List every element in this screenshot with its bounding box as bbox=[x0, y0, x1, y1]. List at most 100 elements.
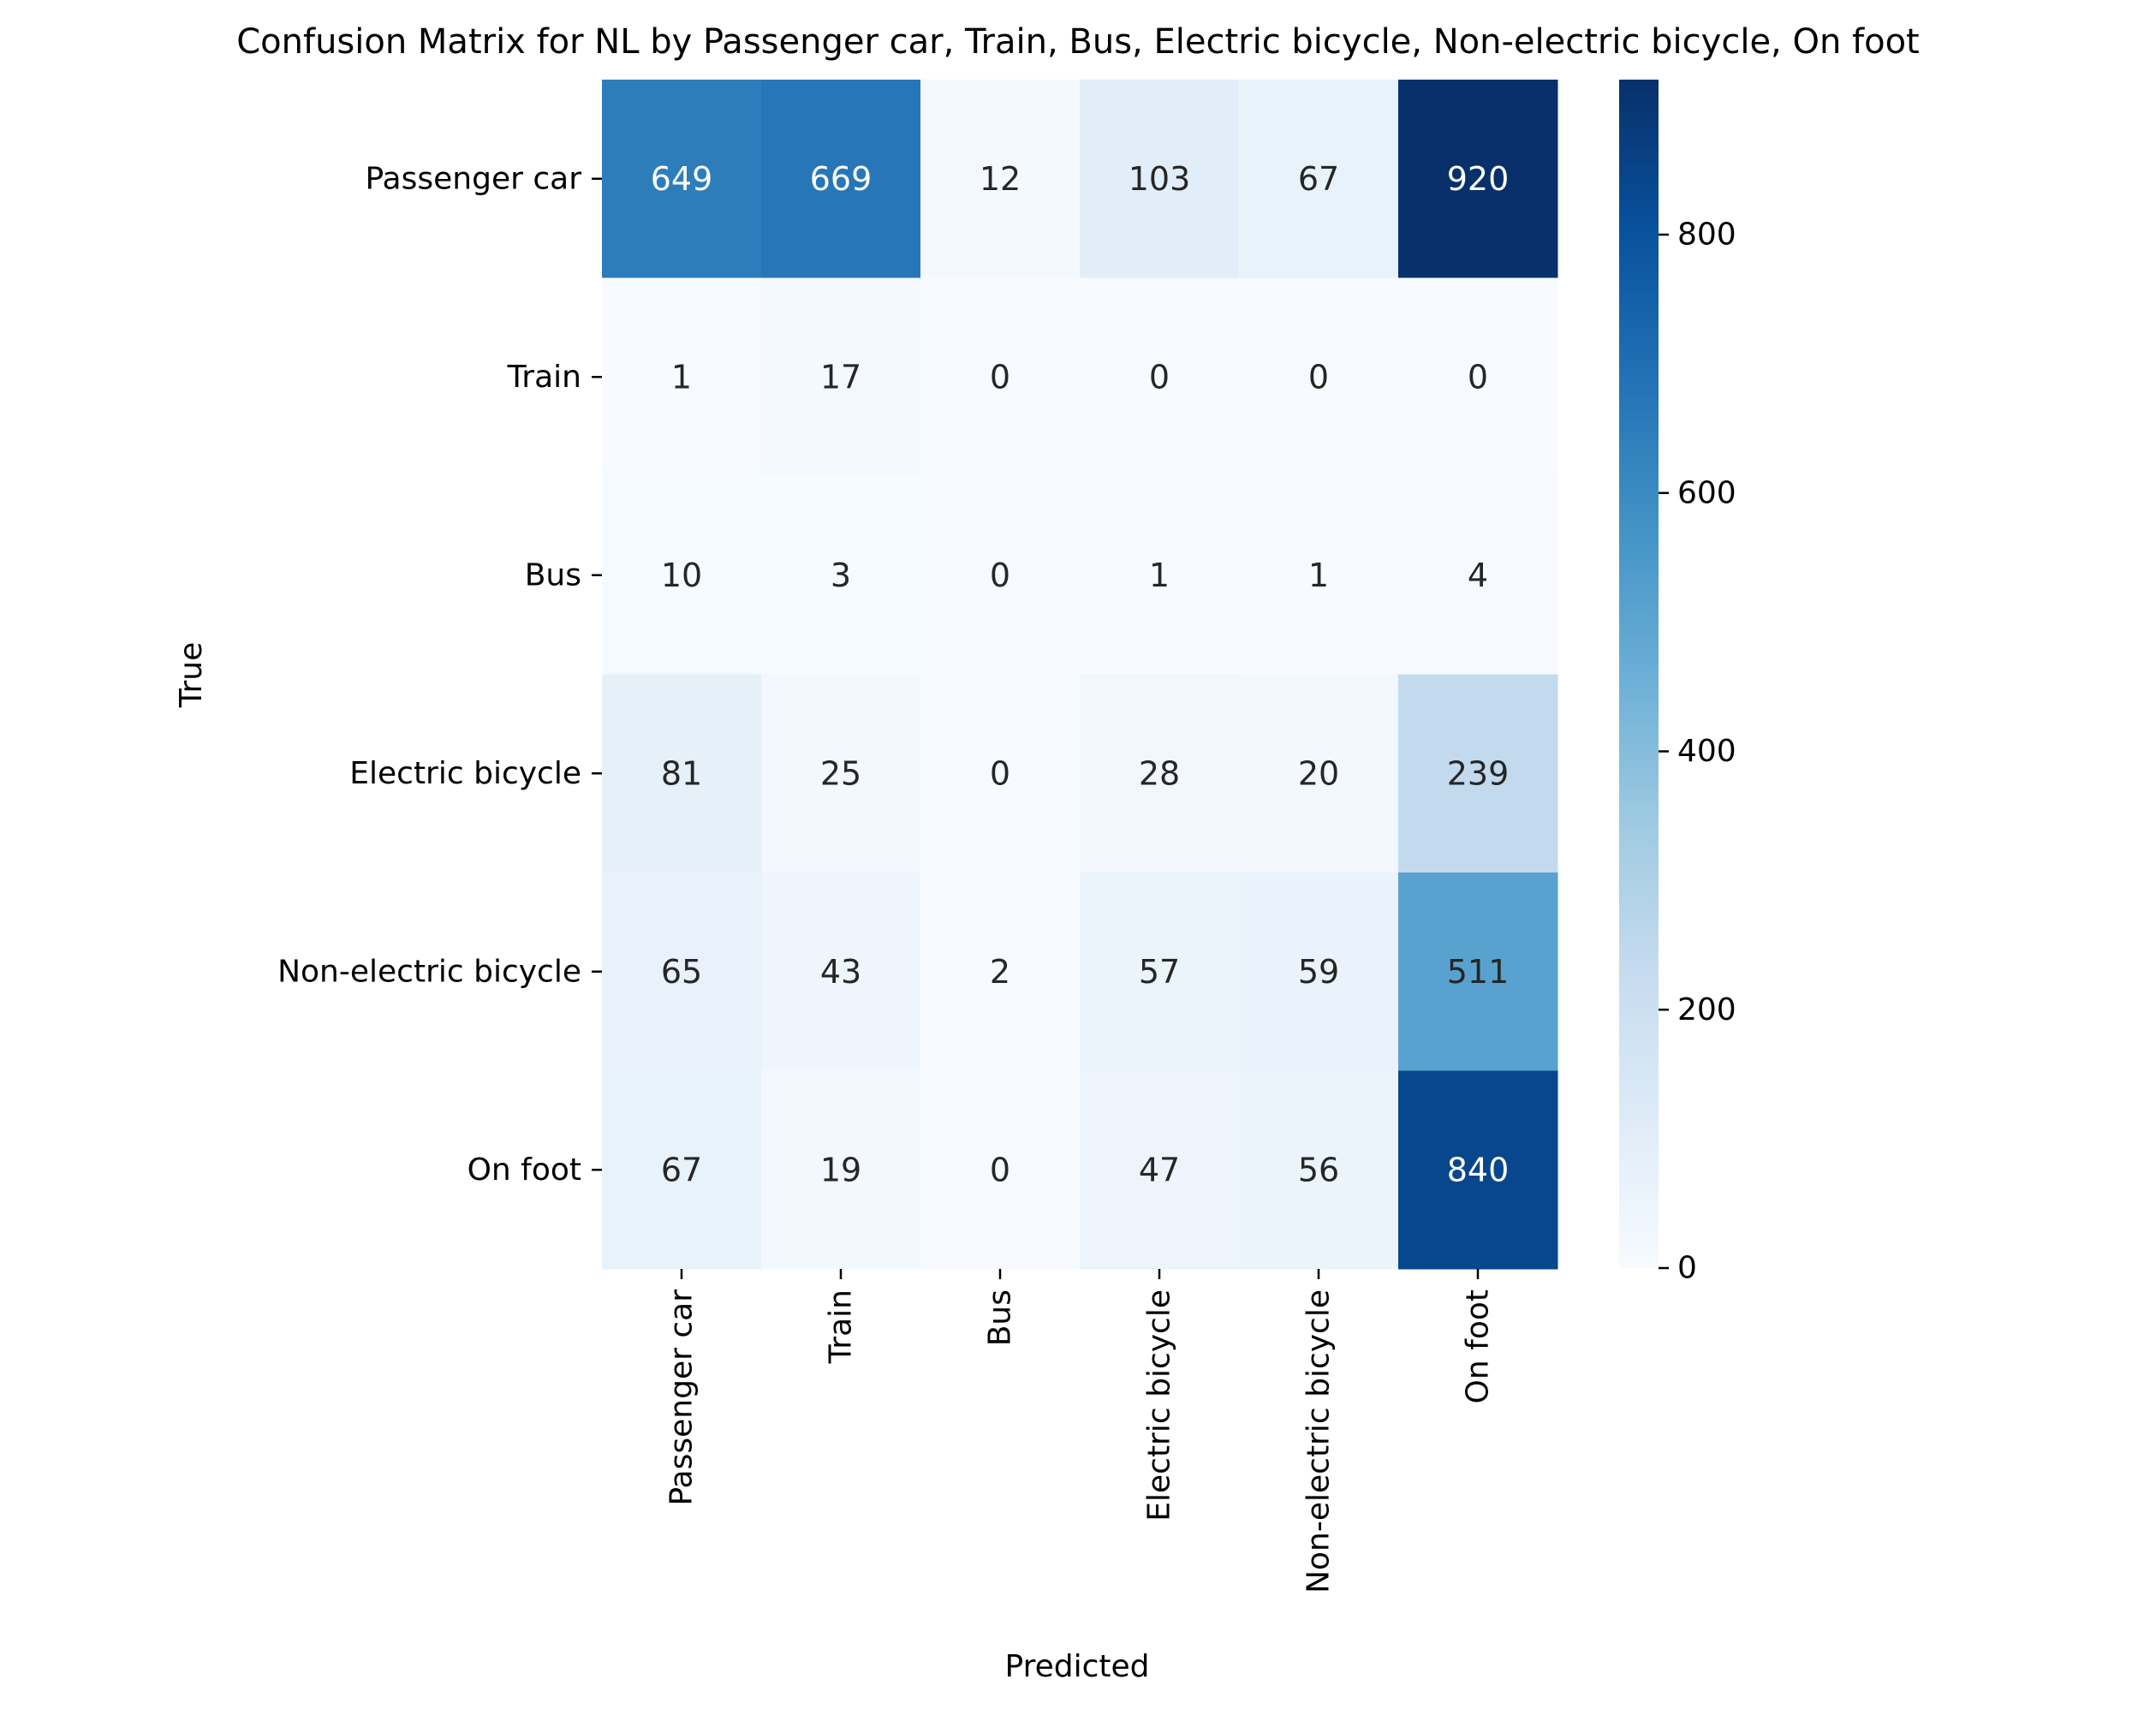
colorbar-tick-label: 800 bbox=[1677, 217, 1736, 253]
colorbar-tick-label: 400 bbox=[1677, 734, 1736, 769]
x-tick-label: Train bbox=[824, 1289, 859, 1364]
cell-value-label: 0 bbox=[990, 557, 1010, 594]
cell-value-label: 1 bbox=[671, 358, 692, 396]
colorbar-tick-label: 200 bbox=[1677, 992, 1736, 1027]
heatmap-cell bbox=[1398, 872, 1558, 1071]
cell-value-label: 239 bbox=[1447, 754, 1510, 792]
y-tick-label: Passenger car bbox=[365, 161, 581, 196]
heatmap-cell bbox=[1239, 80, 1399, 278]
heatmap-cell bbox=[1398, 277, 1558, 477]
heatmap-cell bbox=[920, 1070, 1081, 1270]
heatmap-cell bbox=[1080, 872, 1240, 1071]
heatmap-cell bbox=[761, 80, 921, 278]
cell-value-label: 67 bbox=[1298, 160, 1339, 198]
heatmap-cell bbox=[1239, 277, 1399, 477]
heatmap-cell bbox=[1398, 80, 1558, 278]
heatmap-cell bbox=[920, 277, 1081, 477]
colorbar-tick-label: 600 bbox=[1677, 475, 1736, 510]
cell-value-label: 669 bbox=[810, 160, 873, 198]
cell-value-label: 0 bbox=[990, 1151, 1010, 1188]
heatmap-cell bbox=[920, 674, 1081, 873]
cell-value-label: 1 bbox=[1308, 557, 1329, 594]
heatmap-cell bbox=[920, 872, 1081, 1071]
cell-value-label: 920 bbox=[1447, 160, 1510, 198]
cell-value-label: 103 bbox=[1129, 160, 1191, 198]
heatmap-cell bbox=[1398, 674, 1558, 873]
cell-value-label: 840 bbox=[1447, 1151, 1510, 1188]
y-tick-label: Non-electric bicycle bbox=[277, 954, 581, 989]
y-tick-label: Train bbox=[507, 360, 581, 395]
cell-value-label: 65 bbox=[661, 953, 702, 991]
heatmap-cell bbox=[761, 1070, 921, 1270]
heatmap-cell bbox=[602, 476, 762, 675]
y-tick-label: Bus bbox=[525, 557, 581, 593]
heatmap-cell bbox=[1239, 1070, 1399, 1270]
cell-value-label: 0 bbox=[1468, 358, 1488, 396]
x-axis-label: Predicted bbox=[1005, 1649, 1150, 1684]
y-axis-label: True bbox=[174, 642, 209, 708]
heatmap-cell bbox=[761, 277, 921, 477]
x-tick-label: Non-electric bicycle bbox=[1301, 1289, 1337, 1593]
heatmap-cell bbox=[602, 80, 762, 278]
x-tick-label: Electric bicycle bbox=[1142, 1289, 1177, 1522]
cell-value-label: 12 bbox=[980, 160, 1021, 198]
colorbar-tick-label: 0 bbox=[1677, 1251, 1697, 1286]
cell-value-label: 20 bbox=[1298, 754, 1339, 792]
x-tick-label: Bus bbox=[983, 1289, 1018, 1346]
cell-value-label: 25 bbox=[820, 754, 861, 792]
cell-value-label: 511 bbox=[1447, 953, 1510, 991]
cell-value-label: 17 bbox=[820, 358, 861, 396]
heatmap-cell bbox=[761, 674, 921, 873]
heatmap-cell bbox=[1080, 476, 1240, 675]
cell-value-label: 43 bbox=[820, 953, 861, 991]
cell-value-label: 2 bbox=[990, 953, 1010, 991]
y-axis: Passenger car Train Bus Electric bicycle Non… bbox=[277, 161, 602, 1188]
chart-title: Confusion Matrix for NL by Passenger car… bbox=[236, 22, 1920, 62]
colorbar: 0 200 400 600 800 bbox=[1619, 80, 1736, 1286]
y-tick-label: On foot bbox=[468, 1152, 581, 1188]
cell-value-label: 1 bbox=[1149, 557, 1170, 594]
heatmap-cell bbox=[1080, 1070, 1240, 1270]
cell-value-label: 81 bbox=[661, 754, 702, 792]
heatmap-cell bbox=[1239, 674, 1399, 873]
heatmap-cell bbox=[602, 872, 762, 1071]
cell-value-label: 649 bbox=[651, 160, 713, 198]
cell-value-label: 0 bbox=[990, 754, 1010, 792]
heatmap-cell bbox=[920, 476, 1081, 675]
cell-value-label: 3 bbox=[831, 557, 851, 594]
cell-value-label: 28 bbox=[1139, 754, 1180, 792]
cell-value-label: 4 bbox=[1468, 557, 1488, 594]
heatmap-cell bbox=[1398, 476, 1558, 675]
cell-value-label: 19 bbox=[820, 1151, 861, 1188]
colorbar-gradient bbox=[1619, 80, 1659, 1268]
heatmap-cell bbox=[602, 277, 762, 477]
x-tick-label: Passenger car bbox=[664, 1289, 700, 1506]
heatmap-cell bbox=[602, 1070, 762, 1270]
cell-value-label: 10 bbox=[661, 557, 702, 594]
y-tick-label: Electric bicycle bbox=[349, 756, 581, 791]
cell-value-label: 0 bbox=[1308, 358, 1329, 396]
cell-value-label: 59 bbox=[1298, 953, 1339, 991]
colorbar-ticks: 0 200 400 600 800 bbox=[1659, 217, 1736, 1286]
cell-value-label: 0 bbox=[1149, 358, 1170, 396]
heatmap-cell bbox=[761, 476, 921, 675]
heatmap-cell bbox=[1239, 476, 1399, 675]
cell-value-label: 57 bbox=[1139, 953, 1180, 991]
cell-value-label: 56 bbox=[1298, 1151, 1339, 1188]
heatmap-cell bbox=[920, 80, 1081, 278]
cell-value-label: 67 bbox=[661, 1151, 702, 1188]
cell-value-label: 47 bbox=[1139, 1151, 1180, 1188]
heatmap-cell bbox=[1080, 80, 1240, 278]
heatmap-cell bbox=[1080, 674, 1240, 873]
x-axis: Passenger car Train Bus Electric bicycle Non… bbox=[664, 1269, 1496, 1593]
heatmap-cell bbox=[1398, 1070, 1558, 1270]
heatmap-cell bbox=[1239, 872, 1399, 1071]
heatmap-cell bbox=[1080, 277, 1240, 477]
heatmap-cell bbox=[602, 674, 762, 873]
heatmap-cell bbox=[761, 872, 921, 1071]
heatmap-cells bbox=[602, 80, 1558, 1270]
x-tick-label: On foot bbox=[1461, 1289, 1496, 1403]
